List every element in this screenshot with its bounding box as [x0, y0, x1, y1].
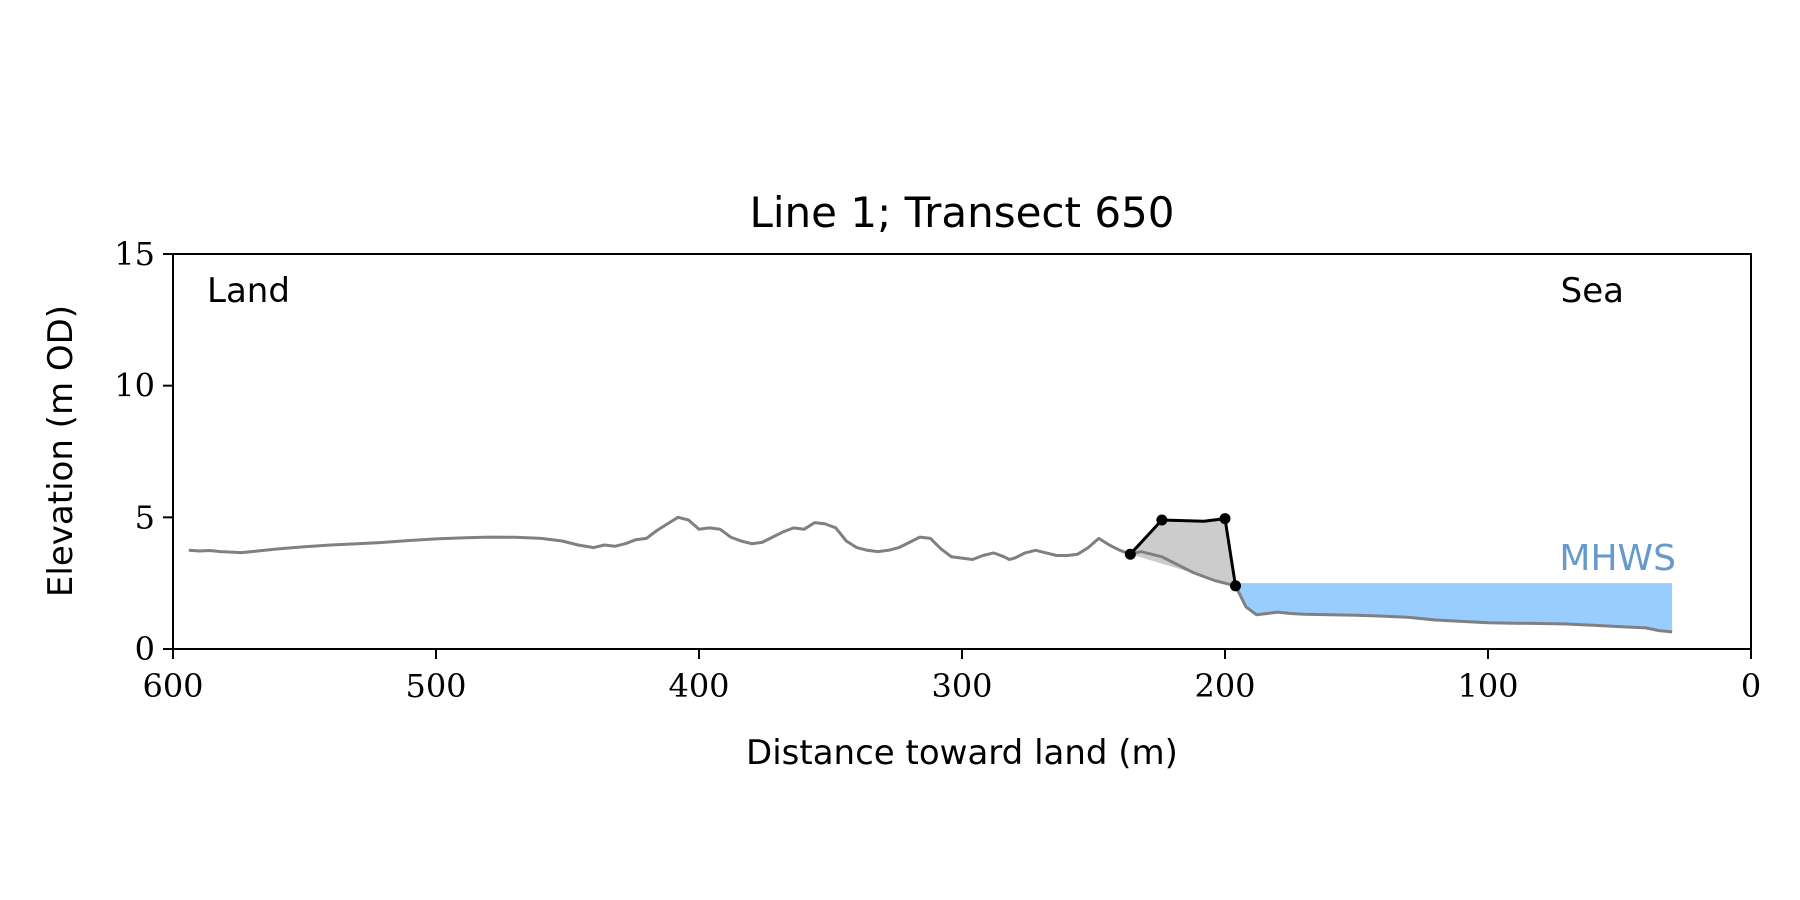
- y-tick-label: 10: [114, 367, 155, 405]
- x-tick-label: 500: [405, 667, 466, 705]
- x-tick-label: 0: [1741, 667, 1761, 705]
- x-tick-label: 400: [668, 667, 729, 705]
- profile-line: [188, 515, 1673, 634]
- mhws-water-fill: [1236, 583, 1673, 632]
- dune-point: [1230, 580, 1242, 592]
- dune-point: [1124, 548, 1136, 560]
- x-axis-label: Distance toward land (m): [746, 733, 1178, 773]
- dune-volume-fill: [1130, 518, 1236, 586]
- fill-areas: [1130, 518, 1673, 632]
- dune-point: [1219, 513, 1231, 525]
- dune-markers: [1124, 513, 1242, 592]
- chart-title: Line 1; Transect 650: [749, 188, 1174, 237]
- dune-point: [1156, 514, 1168, 526]
- land-annotation: Land: [207, 271, 290, 311]
- dune-line: [1129, 517, 1237, 587]
- x-tick-label: 300: [931, 667, 992, 705]
- y-tick-label: 0: [135, 630, 155, 668]
- x-tick-label: 200: [1194, 667, 1255, 705]
- sea-annotation: Sea: [1561, 271, 1624, 311]
- y-tick-label: 5: [135, 498, 155, 536]
- y-tick-label: 15: [114, 235, 155, 273]
- mhws-annotation: MHWS: [1559, 538, 1676, 579]
- axis-ticks: 600 500 400 300 200 100 0 0 5 10 15: [114, 235, 1761, 705]
- y-axis-label: Elevation (m OD): [41, 305, 81, 597]
- series-lines: [188, 515, 1673, 634]
- x-tick-label: 100: [1457, 667, 1518, 705]
- x-tick-label: 600: [142, 667, 203, 705]
